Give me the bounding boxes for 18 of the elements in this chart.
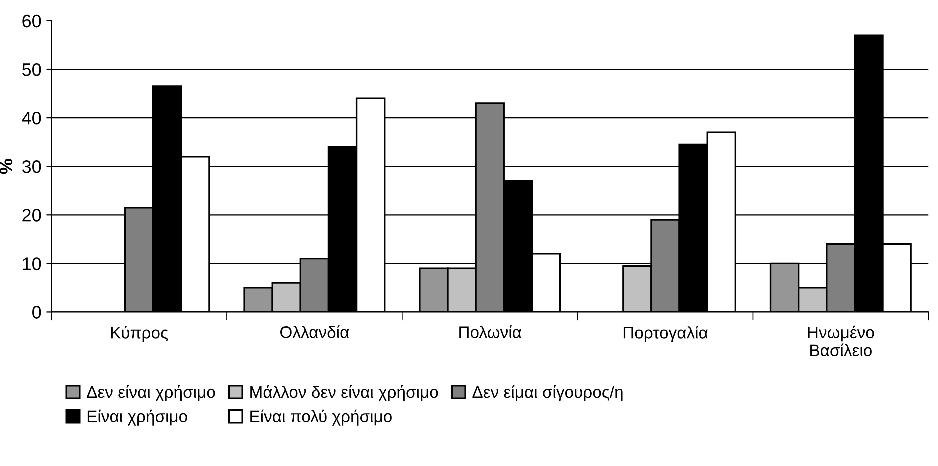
legend-label: Δεν είμαι σίγουρος/η [472,385,623,402]
legend-label: Είναι χρήσιμο [88,410,188,426]
y-tick-label: 10 [23,258,42,270]
legend-label: Είναι πολύ χρήσιμο [250,410,392,426]
legend-label: Δεν είναι χρήσιμο [87,385,216,402]
x-tick-label: Πολωνία [460,326,522,338]
x-tick-label: Ολλανδία [280,326,350,338]
y-tick-label: 50 [22,63,42,76]
y-axis-title: % [0,159,13,174]
x-tick-label: Κύπρος [111,326,168,342]
x-tick-label: Πορτογαλία [624,326,708,342]
y-tick-label: 0 [32,306,42,319]
y-tick-label: 30 [22,160,42,174]
legend-label: Μάλλον δεν είναι χρήσιμο [250,385,438,402]
y-tick-label: 20 [22,209,42,222]
y-tick-label: 40 [22,112,42,125]
y-tick-label: 60 [22,14,42,28]
x-tick-label: Ηνωμένο Βασίλειο [808,326,874,357]
